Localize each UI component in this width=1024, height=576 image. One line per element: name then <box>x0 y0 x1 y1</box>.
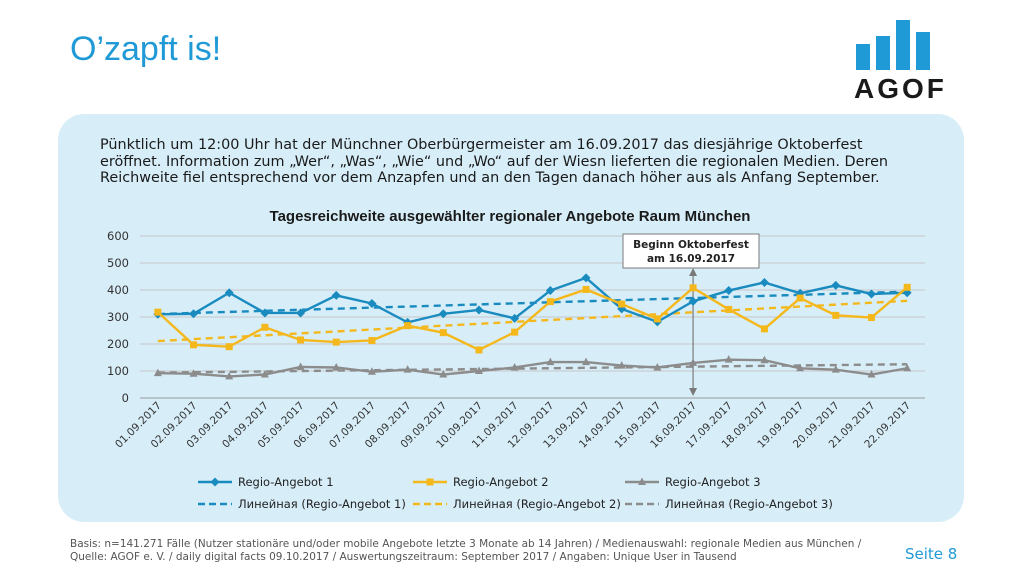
data-point <box>439 370 448 378</box>
data-point <box>866 289 876 299</box>
data-point <box>689 284 697 292</box>
data-point <box>332 338 340 346</box>
data-point <box>475 346 483 354</box>
legend-label: Regio-Angebot 2 <box>453 475 549 489</box>
legend-marker <box>426 478 434 486</box>
data-point <box>225 371 234 380</box>
data-point <box>796 363 805 372</box>
agof-logo-text: AGOF <box>854 73 947 104</box>
data-point <box>903 363 912 372</box>
data-point <box>796 294 804 302</box>
series-line <box>157 286 908 352</box>
data-point <box>438 309 448 319</box>
data-point <box>403 365 412 373</box>
annotation-arrowhead-up <box>689 268 698 276</box>
data-point <box>296 362 305 370</box>
data-point <box>190 341 198 349</box>
y-tick-label: 600 <box>107 229 129 243</box>
data-point <box>474 366 483 374</box>
data-point <box>367 367 376 375</box>
data-point <box>759 277 769 287</box>
data-point <box>439 329 447 337</box>
trendline <box>157 290 908 316</box>
data-point <box>368 336 376 344</box>
y-tick-label: 500 <box>107 256 129 270</box>
data-point <box>653 362 662 371</box>
data-point <box>724 286 734 296</box>
data-point <box>546 357 555 366</box>
data-point <box>760 355 769 364</box>
data-point <box>867 314 875 322</box>
data-point <box>225 343 233 351</box>
data-point <box>510 313 520 323</box>
data-point <box>546 298 554 306</box>
data-point <box>153 368 162 377</box>
intro-text: Pünktlich um 12:00 Uhr hat der Münchner … <box>100 137 889 186</box>
source-footnote: Basis: n=141.271 Fälle (Nutzer stationär… <box>70 538 861 564</box>
series-line <box>157 276 908 324</box>
data-point <box>332 362 341 371</box>
data-point <box>260 370 269 378</box>
chart-title: Tagesreichweite ausgewählter regionaler … <box>269 208 751 225</box>
legend-label: Regio-Angebot 1 <box>238 475 334 489</box>
annotation-label: am 16.09.2017 <box>647 253 735 265</box>
agof-logo-bars-icon <box>856 20 930 70</box>
data-point <box>510 362 519 371</box>
legend-marker <box>210 477 220 487</box>
series-line <box>157 358 908 378</box>
legend-label: Линейная (Regio-Angebot 1) <box>238 497 406 511</box>
data-point <box>831 365 840 373</box>
data-point <box>867 370 876 378</box>
y-tick-label: 0 <box>122 391 129 405</box>
data-point <box>582 357 591 366</box>
trendline <box>157 299 908 343</box>
data-point <box>189 369 198 377</box>
data-point <box>618 300 626 308</box>
data-point <box>404 322 412 330</box>
data-point <box>832 311 840 319</box>
data-point <box>296 308 306 318</box>
data-point <box>331 290 341 300</box>
data-point <box>831 280 841 290</box>
data-point <box>903 283 911 291</box>
legend-label: Regio-Angebot 3 <box>665 475 761 489</box>
legend-label: Линейная (Regio-Angebot 3) <box>665 497 833 511</box>
data-point <box>582 285 590 293</box>
data-point <box>260 308 270 318</box>
legend-label: Линейная (Regio-Angebot 2) <box>453 497 621 511</box>
y-tick-label: 200 <box>107 337 129 351</box>
y-tick-label: 100 <box>107 364 129 378</box>
data-point <box>224 288 234 298</box>
data-point <box>261 323 269 331</box>
data-point <box>154 308 162 316</box>
annotation-label: Beginn Oktoberfest <box>633 239 749 251</box>
data-point <box>511 328 519 336</box>
y-tick-label: 400 <box>107 283 129 297</box>
data-point <box>189 309 199 319</box>
data-point <box>545 286 555 296</box>
annotation-box <box>622 233 760 269</box>
legend-marker <box>638 477 646 485</box>
y-tick-label: 300 <box>107 310 129 324</box>
data-point <box>689 358 698 366</box>
page-title: O’zapft is! <box>70 30 222 68</box>
data-point <box>474 305 484 315</box>
data-point <box>760 325 768 333</box>
page-number: Seite 8 <box>905 545 958 563</box>
data-point <box>724 355 733 363</box>
data-point <box>617 361 626 369</box>
data-point <box>725 305 733 313</box>
data-point <box>581 273 591 283</box>
footnote-line-2: Quelle: AGOF e. V. / daily digital facts… <box>70 551 737 563</box>
data-point <box>297 336 305 344</box>
data-point <box>653 315 661 323</box>
data-point <box>367 299 377 308</box>
annotation-arrowhead-down <box>689 388 698 396</box>
footnote-line-1: Basis: n=141.271 Fälle (Nutzer stationär… <box>70 538 862 550</box>
data-point <box>688 296 698 306</box>
